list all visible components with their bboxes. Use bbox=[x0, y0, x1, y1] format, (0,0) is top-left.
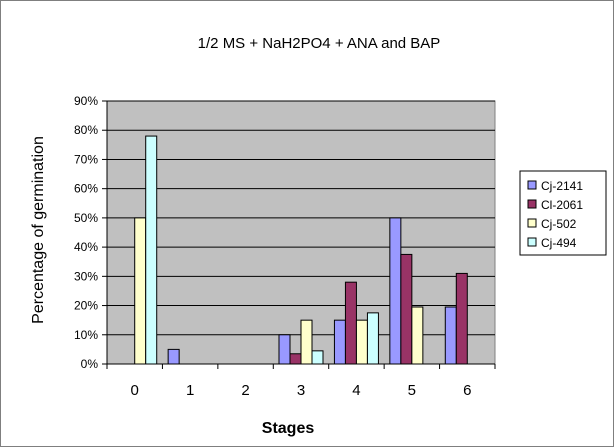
y-tick-label: 70% bbox=[74, 152, 98, 166]
y-tick-label: 20% bbox=[74, 299, 98, 313]
plot-area: 0% 10% 20% 30% 40% 50% 60% 70% 80% 90% 0 1 2 3 4 5 6 bbox=[74, 94, 496, 399]
y-tick-label: 80% bbox=[74, 123, 98, 137]
bar-cj-494-stage-4 bbox=[366, 312, 379, 365]
bar-cj-2141-stage-5 bbox=[389, 217, 402, 365]
legend-swatch-cl-2061 bbox=[527, 199, 537, 209]
bar-cj-2141-stage-3 bbox=[278, 334, 291, 365]
legend-label-cj-2141: Cj-2141 bbox=[541, 179, 583, 193]
x-tick-label: 6 bbox=[463, 382, 471, 399]
y-tick-label: 50% bbox=[74, 211, 98, 225]
legend-label-cj-502: Cj-502 bbox=[541, 217, 577, 231]
x-tick-label: 4 bbox=[352, 382, 360, 399]
y-tick-label: 40% bbox=[74, 240, 98, 254]
legend-swatch-cj-494 bbox=[527, 237, 537, 247]
bar-cj-502-stage-0 bbox=[134, 217, 147, 365]
legend-label-cj-494: Cj-494 bbox=[541, 236, 577, 250]
bar-cl-2061-stage-3 bbox=[289, 353, 302, 365]
y-tick-label: 60% bbox=[74, 182, 98, 196]
legend: Cj-2141 Cl-2061 Cj-502 Cj-494 bbox=[519, 170, 607, 256]
y-tick-label: 30% bbox=[74, 269, 98, 283]
legend-swatch-cj-502 bbox=[527, 218, 537, 228]
chart-title: 1/2 MS + NaH2PO4 + ANA and BAP bbox=[198, 35, 441, 52]
bar-cj-502-stage-5 bbox=[411, 306, 424, 365]
bar-cl-2061-stage-4 bbox=[344, 281, 357, 365]
x-tick-label: 3 bbox=[297, 382, 305, 399]
bar-cj-494-stage-3 bbox=[311, 350, 324, 365]
legend-swatch-cj-2141 bbox=[527, 180, 537, 190]
bar-cj-494-stage-0 bbox=[145, 135, 158, 365]
bar-cl-2061-stage-5 bbox=[400, 253, 413, 365]
y-tick-label: 10% bbox=[74, 328, 98, 342]
x-tick-label: 5 bbox=[408, 382, 416, 399]
bar-cj-2141-stage-4 bbox=[333, 319, 346, 365]
bar-cj-502-stage-3 bbox=[300, 319, 313, 365]
x-tick-label: 0 bbox=[131, 382, 139, 399]
legend-label-cl-2061: Cl-2061 bbox=[541, 198, 583, 212]
y-axis-title: Percentage of germination bbox=[30, 136, 47, 324]
bar-cl-2061-stage-6 bbox=[455, 272, 468, 365]
x-axis-title: Stages bbox=[262, 420, 315, 437]
x-tick-label: 1 bbox=[186, 382, 194, 399]
x-tick-label: 2 bbox=[241, 382, 249, 399]
bar-cj-2141-stage-6 bbox=[444, 306, 457, 365]
bar-cj-2141-stage-1 bbox=[167, 348, 180, 365]
y-tick-label: 90% bbox=[74, 94, 98, 108]
bar-cj-502-stage-4 bbox=[355, 319, 368, 365]
y-tick-label: 0% bbox=[81, 357, 99, 371]
